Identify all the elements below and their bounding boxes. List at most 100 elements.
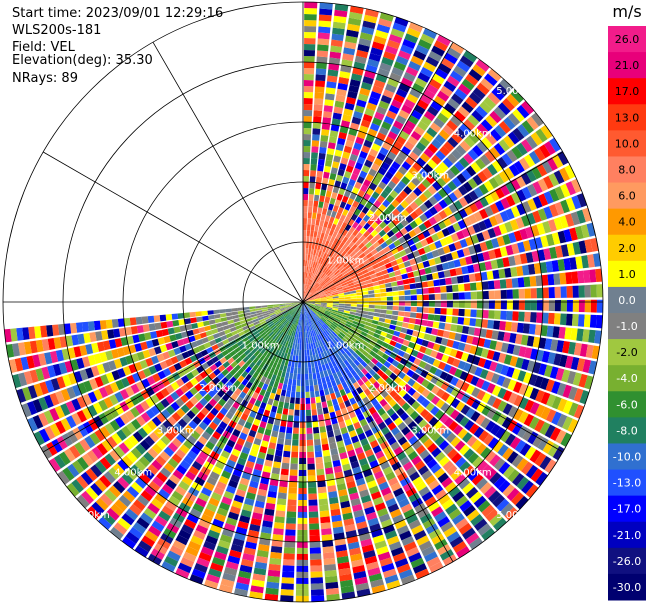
velocity-cell [350,73,363,82]
velocity-cell [304,307,306,314]
velocity-cell [328,436,336,444]
velocity-cell [498,480,511,493]
velocity-cell [316,313,322,319]
velocity-cell [129,526,143,540]
velocity-cell [269,557,282,566]
velocity-cell [403,317,410,323]
velocity-cell [51,438,63,453]
velocity-cell [333,428,342,437]
velocity-cell [382,466,393,476]
velocity-cell [304,373,309,380]
velocity-cell [154,515,168,527]
velocity-cell [494,290,501,299]
velocity-cell [499,78,513,93]
velocity-cell [476,309,483,318]
velocity-cell [213,551,227,561]
velocity-cell [432,359,441,368]
velocity-cell [315,219,320,226]
velocity-cell [518,397,529,410]
velocity-cell [328,282,334,287]
velocity-cell [286,421,293,428]
velocity-cell [278,401,284,409]
velocity-cell [417,120,429,132]
velocity-cell [502,447,514,461]
velocity-cell [91,446,104,460]
velocity-cell [325,473,335,481]
velocity-cell [314,302,321,304]
velocity-cell [574,225,584,240]
velocity-cell [383,360,392,369]
velocity-cell [308,517,319,524]
velocity-cell [148,323,156,332]
velocity-cell [503,135,515,149]
velocity-cell [360,81,373,91]
velocity-cell [320,431,328,439]
velocity-cell [373,312,381,317]
velocity-cell [521,214,531,227]
velocity-cell [530,312,537,323]
velocity-cell [464,300,471,309]
velocity-cell [350,293,357,297]
velocity-cell [316,269,321,276]
velocity-cell [489,128,502,142]
velocity-cell [159,344,168,353]
velocity-cell [487,163,498,176]
velocity-cell [482,290,489,300]
velocity-cell [288,309,294,314]
velocity-cell [290,310,296,316]
velocity-cell [229,368,237,376]
velocity-cell [281,318,287,324]
velocity-cell [353,374,361,382]
velocity-cell [329,285,336,290]
velocity-cell [243,328,251,334]
velocity-cell [356,307,363,311]
velocity-cell [307,278,311,285]
velocity-cell [541,160,553,174]
velocity-cell [458,83,471,96]
velocity-cell [310,317,315,324]
velocity-cell [361,26,375,35]
velocity-cell [393,61,407,72]
velocity-cell [344,306,351,309]
velocity-cell [450,115,462,127]
velocity-cell [401,441,411,451]
velocity-cell [319,140,328,148]
velocity-cell [555,429,567,444]
velocity-cell [303,307,306,314]
velocity-cell [360,438,369,447]
velocity-cell [322,382,328,390]
velocity-cell [306,266,309,273]
velocity-cell [417,331,426,339]
velocity-cell [136,351,145,361]
velocity-cell [357,274,365,280]
velocity-cell [219,357,227,365]
velocity-cell [248,429,257,438]
velocity-cell [415,141,427,152]
velocity-cell [362,214,371,223]
velocity-cell [420,408,430,419]
velocity-cell [507,379,517,391]
velocity-cell [335,271,342,277]
velocity-cell [303,56,315,63]
velocity-cell [294,306,299,311]
velocity-cell [314,341,319,349]
velocity-cell [257,451,266,460]
velocity-cell [359,418,368,427]
velocity-cell [124,398,135,409]
velocity-cell [124,326,133,336]
velocity-cell [347,17,362,26]
velocity-cell [311,146,319,153]
velocity-cell [222,572,236,582]
velocity-cell [336,483,347,491]
velocity-cell [235,582,250,591]
velocity-cell [334,225,341,233]
velocity-cell [83,332,91,344]
velocity-cell [409,471,421,482]
azimuth-spoke-300 [42,151,304,303]
velocity-cell [425,523,439,535]
velocity-cell [371,191,380,200]
velocity-cell [345,139,354,148]
velocity-cell [129,317,137,326]
velocity-cell [487,319,495,329]
velocity-cell [382,199,391,208]
